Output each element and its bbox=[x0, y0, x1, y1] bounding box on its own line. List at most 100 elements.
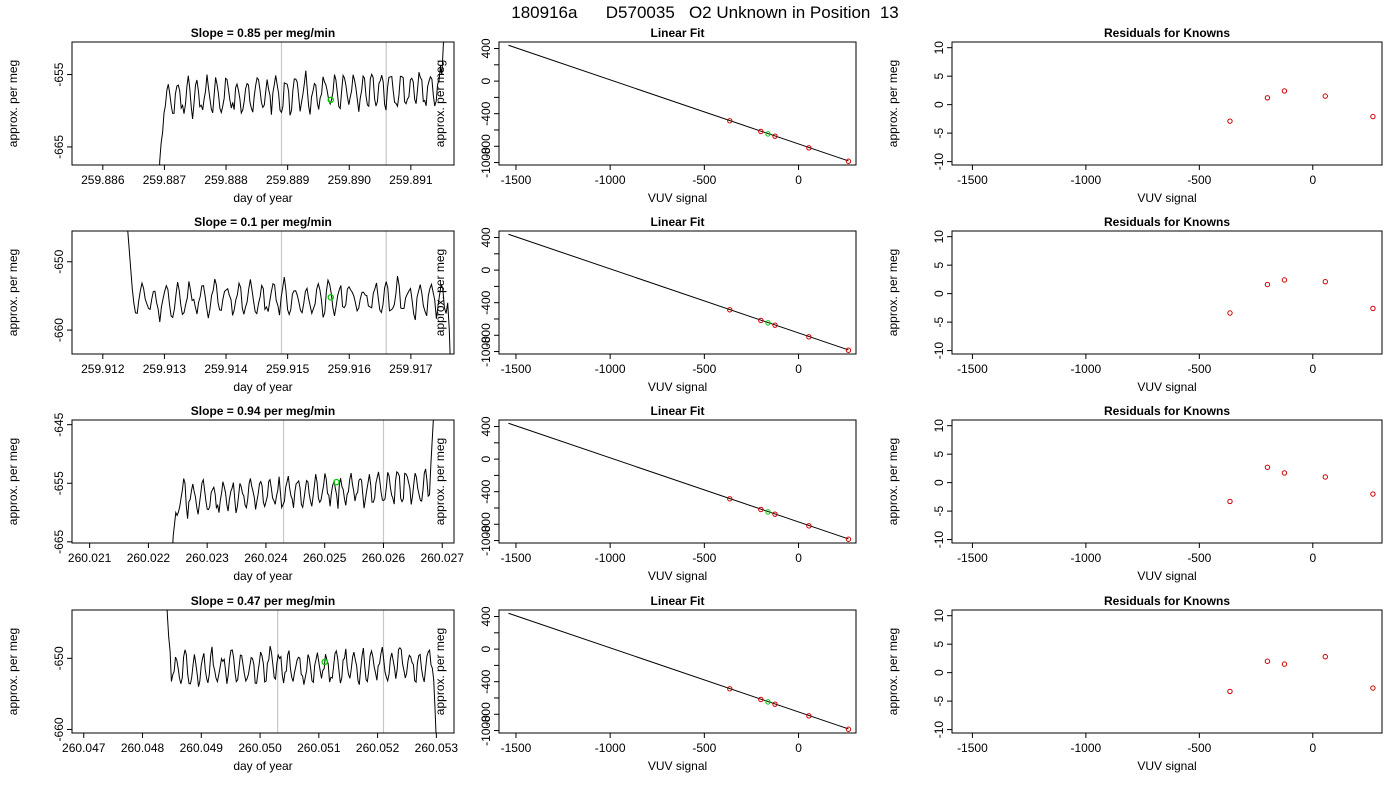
panel-title: Slope = 0.85 per meg/min bbox=[191, 26, 335, 40]
y-tick-label: 10 bbox=[932, 230, 946, 244]
window-marker bbox=[321, 658, 328, 666]
x-tick-label: 260.052 bbox=[356, 741, 400, 755]
y-axis-label: approx. per meg bbox=[6, 60, 20, 147]
y-tick-label: -400 bbox=[479, 290, 493, 314]
plot-area bbox=[508, 422, 852, 542]
data-point bbox=[845, 347, 852, 353]
y-tick-label: 0 bbox=[479, 266, 493, 273]
data-point bbox=[1281, 661, 1288, 667]
x-axis-label: VUV signal bbox=[1137, 759, 1196, 773]
x-tick-label: -500 bbox=[692, 362, 716, 376]
y-tick-label: 0 bbox=[479, 455, 493, 462]
panel-r3-c3: -1500 -1000 -500 0 10 5 0 -5 -10 Residuals for Kn… bbox=[886, 404, 1383, 583]
x-tick-label: -1500 bbox=[957, 362, 988, 376]
panel-title: Linear Fit bbox=[650, 594, 704, 608]
x-tick-label: 259.890 bbox=[328, 173, 372, 187]
y-axis-label: approx. per meg bbox=[886, 249, 900, 336]
x-tick-label: 259.915 bbox=[266, 362, 310, 376]
x-tick-label: 259.913 bbox=[143, 362, 187, 376]
data-point bbox=[772, 322, 778, 328]
x-tick-label: 260.050 bbox=[238, 741, 282, 755]
data-point bbox=[806, 523, 812, 529]
data-point bbox=[1281, 277, 1288, 283]
y-tick-label: 400 bbox=[479, 38, 493, 58]
panel-title: Linear Fit bbox=[650, 26, 704, 40]
y-tick-label: -800 bbox=[479, 702, 493, 726]
panel-title: Linear Fit bbox=[650, 404, 704, 418]
x-tick-label: -1000 bbox=[1071, 551, 1102, 565]
x-tick-label: 0 bbox=[795, 173, 802, 187]
x-tick-label: 0 bbox=[795, 362, 802, 376]
x-tick-label: 260.049 bbox=[180, 741, 224, 755]
data-point bbox=[1264, 281, 1271, 288]
data-point bbox=[758, 506, 764, 513]
data-point bbox=[806, 713, 812, 719]
plot-frame bbox=[498, 419, 857, 544]
x-axis-label: day of year bbox=[233, 759, 292, 773]
series-line bbox=[159, 42, 444, 165]
data-point bbox=[772, 511, 778, 517]
x-tick-label: -1500 bbox=[957, 741, 988, 755]
x-tick-label: -1000 bbox=[595, 173, 626, 187]
plot-area bbox=[508, 44, 852, 164]
panel-r1-c1: 259.886 259.887 259.888 259.889 259.890 259.8… bbox=[6, 26, 455, 205]
x-tick-label: 260.027 bbox=[421, 551, 465, 565]
x-tick-label: 260.053 bbox=[415, 741, 459, 755]
y-axis-label: approx. per meg bbox=[886, 628, 900, 715]
plot-area bbox=[1227, 88, 1376, 124]
y-tick-label: -800 bbox=[479, 323, 493, 347]
y-tick-label: -5 bbox=[932, 695, 946, 706]
y-axis-label: approx. per meg bbox=[433, 249, 447, 336]
x-tick-label: -500 bbox=[1187, 551, 1211, 565]
window-marker bbox=[333, 478, 340, 486]
plot-area bbox=[508, 233, 852, 353]
y-tick-label: 400 bbox=[479, 227, 493, 247]
data-point bbox=[1370, 305, 1376, 312]
y-tick-label: -5 bbox=[932, 127, 946, 138]
y-tick-label: -650 bbox=[52, 249, 66, 273]
x-tick-label: 259.887 bbox=[143, 173, 187, 187]
x-axis-label: VUV signal bbox=[648, 191, 707, 205]
y-axis-label: approx. per meg bbox=[433, 438, 447, 525]
y-axis-label: approx. per meg bbox=[433, 60, 447, 147]
panel-title: Residuals for Knowns bbox=[1104, 404, 1230, 418]
y-axis-label: approx. per meg bbox=[886, 60, 900, 147]
data-point bbox=[1264, 658, 1271, 664]
y-tick-label: -665 bbox=[52, 530, 66, 554]
data-point bbox=[727, 686, 733, 692]
x-tick-label: 259.917 bbox=[389, 362, 433, 376]
plot-area bbox=[127, 231, 451, 354]
x-tick-label: -1000 bbox=[595, 362, 626, 376]
fit-line bbox=[508, 233, 849, 351]
y-tick-label: 5 bbox=[932, 641, 946, 648]
y-tick-label: -800 bbox=[479, 134, 493, 158]
plot-frame bbox=[951, 230, 1383, 355]
x-tick-label: -1500 bbox=[957, 551, 988, 565]
data-point bbox=[845, 158, 852, 164]
y-tick-label: -660 bbox=[52, 318, 66, 342]
data-point bbox=[1281, 470, 1288, 476]
x-tick-label: -1500 bbox=[501, 551, 532, 565]
plot-area bbox=[1227, 464, 1376, 505]
y-tick-label: -10 bbox=[932, 153, 946, 171]
x-axis-label: VUV signal bbox=[1137, 191, 1196, 205]
x-tick-label: -500 bbox=[692, 173, 716, 187]
plot-frame bbox=[71, 41, 455, 166]
panel-r4-c3: -1500 -1000 -500 0 10 5 0 -5 -10 Residuals for Kn… bbox=[886, 594, 1383, 773]
x-axis-label: VUV signal bbox=[648, 380, 707, 394]
y-tick-label: -655 bbox=[52, 62, 66, 86]
y-tick-label: 0 bbox=[479, 645, 493, 652]
y-tick-label: 10 bbox=[932, 41, 946, 55]
y-tick-label: 5 bbox=[932, 73, 946, 80]
y-tick-label: -10 bbox=[932, 721, 946, 739]
y-tick-label: -10 bbox=[932, 342, 946, 360]
data-point bbox=[806, 145, 812, 151]
y-axis-label: approx. per meg bbox=[6, 438, 20, 525]
data-point bbox=[806, 334, 812, 340]
plot-area bbox=[508, 612, 852, 732]
x-tick-label: 0 bbox=[1309, 551, 1316, 565]
y-tick-label: 0 bbox=[932, 479, 946, 486]
x-tick-label: -500 bbox=[692, 551, 716, 565]
